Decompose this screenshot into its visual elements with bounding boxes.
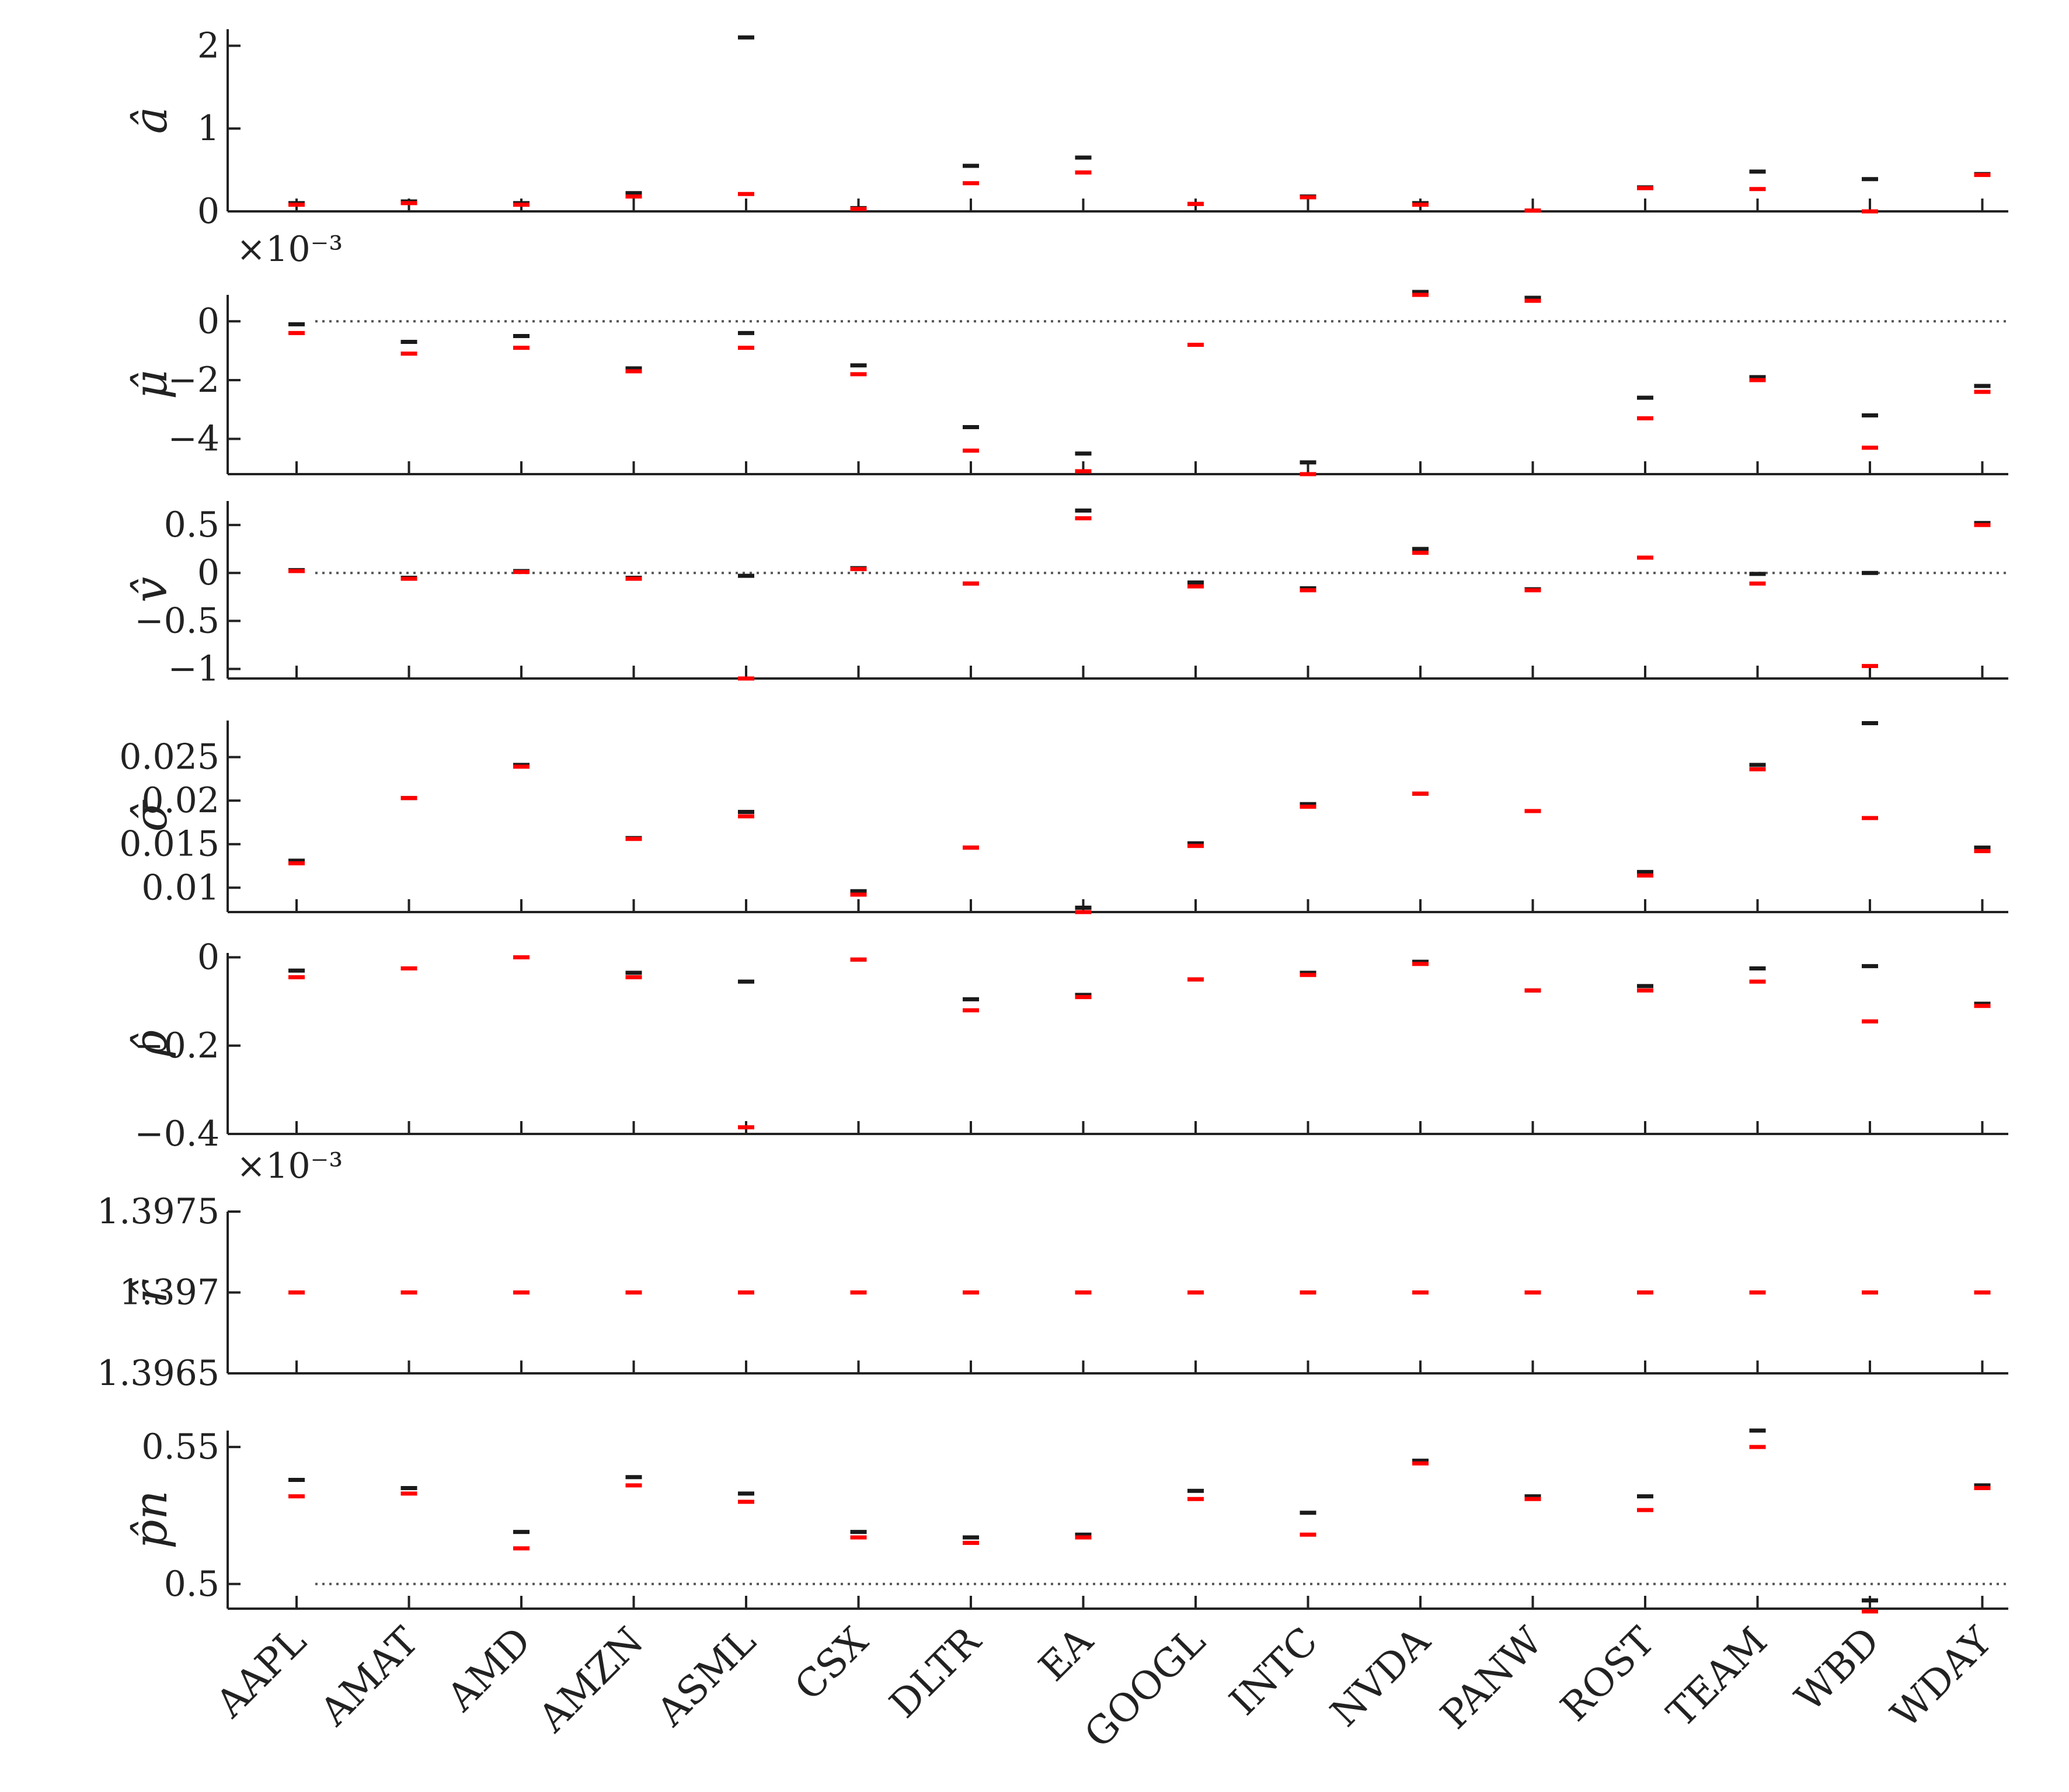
y-tick-label: 1.3965 — [97, 1353, 220, 1394]
y-tick-label: −0.5 — [134, 600, 220, 641]
y-tick-label: 0.015 — [119, 824, 220, 865]
y-tick-label: 0 — [197, 301, 220, 342]
y-tick-label: 1.397 — [119, 1272, 220, 1313]
y-tick-label: 0.025 — [119, 737, 220, 778]
y-axis-label: p̂n — [125, 1490, 177, 1549]
y-axis-label: v̂ — [125, 577, 177, 603]
y-tick-label: 0.02 — [141, 780, 220, 821]
x-tick-label: NVDA — [1322, 1618, 1439, 1735]
x-tick-label: AAPL — [207, 1619, 315, 1727]
x-tick-label: PANW — [1432, 1619, 1551, 1738]
x-tick-label: GOOGL — [1076, 1619, 1214, 1757]
y-tick-label: 0 — [197, 552, 220, 593]
y-axis-label: ρ̂ — [125, 1030, 177, 1057]
x-tick-label: AMAT — [311, 1619, 427, 1735]
y-tick-label: 2 — [197, 25, 220, 66]
y-axis-label: μ̂ — [125, 370, 177, 399]
x-tick-label: AMZN — [530, 1619, 652, 1741]
x-tick-label: ASML — [648, 1619, 765, 1735]
panel-mu: 0 −2 −4 μ̂ ×10⁻³ — [125, 229, 2008, 476]
y-tick-label: 0 — [197, 937, 220, 978]
y-tick-label: −0.4 — [134, 1114, 220, 1154]
y-axis-label: r̂ — [125, 1279, 177, 1303]
x-tick-label: AMD — [438, 1619, 539, 1720]
y-tick-label: −0.2 — [134, 1025, 220, 1066]
x-tick-label: INTC — [1221, 1619, 1326, 1724]
y-axis-label: σ̂ — [125, 800, 177, 832]
y-tick-label: −4 — [168, 419, 220, 460]
x-tick-label: WBD — [1786, 1619, 1888, 1720]
y-tick-label: 0.5 — [164, 504, 220, 545]
panel-pn: 0.55 0.5 p̂n — [125, 1426, 2008, 1614]
y-tick-label: 1 — [197, 108, 220, 149]
y-tick-label: 0.55 — [141, 1426, 220, 1467]
x-tick-label: DLTR — [881, 1617, 990, 1727]
x-tick-label: TEAM — [1659, 1619, 1776, 1736]
y-tick-label: 1.3975 — [97, 1191, 220, 1232]
y-tick-label: 0.5 — [164, 1564, 220, 1605]
panel-v: 0.5 0 −0.5 −1 v̂ — [125, 501, 2008, 690]
y-tick-label: −1 — [168, 649, 220, 690]
panel-a: 0 1 2 â — [125, 25, 2008, 232]
x-tick-label: CSX — [786, 1619, 876, 1709]
x-tick-label: EA — [1030, 1618, 1102, 1690]
panel-r: 1.3975 1.397 1.3965 r̂ ×10⁻³ — [97, 1146, 2008, 1394]
y-tick-label: 0.01 — [141, 867, 220, 908]
x-tick-label: ROST — [1552, 1619, 1663, 1730]
y-tick-label: −2 — [168, 360, 220, 401]
y-tick-label: 0 — [197, 191, 220, 232]
panel-rho: 0 −0.2 −0.4 ρ̂ — [125, 937, 2008, 1154]
x-tick-label: WDAY — [1882, 1618, 2001, 1737]
axis-exponent-label: ×10⁻³ — [236, 1146, 343, 1186]
axis-exponent-label: ×10⁻³ — [236, 229, 343, 270]
y-axis-label: â — [125, 107, 177, 134]
